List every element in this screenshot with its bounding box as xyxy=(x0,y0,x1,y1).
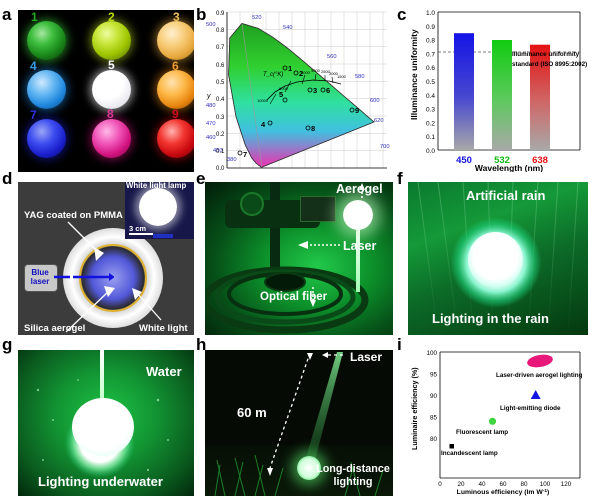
svg-text:0.7: 0.7 xyxy=(426,51,435,58)
svg-text:1500: 1500 xyxy=(337,74,347,79)
svg-text:0.5: 0.5 xyxy=(216,80,225,86)
svg-text:600: 600 xyxy=(370,98,380,104)
svg-text:0.0: 0.0 xyxy=(426,148,435,155)
svg-text:540: 540 xyxy=(283,25,293,31)
svg-text:95: 95 xyxy=(430,372,438,379)
svg-text:0: 0 xyxy=(438,481,442,488)
svg-text:3: 3 xyxy=(313,86,317,95)
svg-text:5: 5 xyxy=(279,90,283,99)
svg-text:6: 6 xyxy=(326,86,330,95)
svg-text:Illuminance uniformity: Illuminance uniformity xyxy=(409,29,419,120)
svg-text:700: 700 xyxy=(380,144,390,150)
svg-text:460: 460 xyxy=(206,135,216,141)
svg-text:120: 120 xyxy=(561,481,572,488)
svg-text:60: 60 xyxy=(499,481,507,488)
svg-text:3000: 3000 xyxy=(311,68,321,73)
svg-text:T_c(°K): T_c(°K) xyxy=(263,72,283,78)
svg-text:0.4: 0.4 xyxy=(216,97,225,103)
svg-text:9: 9 xyxy=(355,106,359,115)
svg-text:Laser-driven aerogel lighting: Laser-driven aerogel lighting xyxy=(496,372,583,379)
svg-text:100: 100 xyxy=(426,350,437,357)
svg-text:0.2: 0.2 xyxy=(426,120,435,127)
svg-text:0.8: 0.8 xyxy=(426,38,435,45)
svg-text:0.7: 0.7 xyxy=(216,45,225,51)
svg-text:0.2: 0.2 xyxy=(216,132,225,138)
svg-text:0.9: 0.9 xyxy=(216,11,225,17)
svg-text:Wavelength (nm): Wavelength (nm) xyxy=(475,163,543,172)
svg-text:40: 40 xyxy=(478,481,486,488)
svg-text:520: 520 xyxy=(252,15,262,21)
svg-text:1.0: 1.0 xyxy=(426,10,435,17)
svg-text:450: 450 xyxy=(456,155,472,166)
svg-text:20: 20 xyxy=(457,481,465,488)
svg-text:90: 90 xyxy=(430,393,438,400)
svg-text:7: 7 xyxy=(243,150,247,159)
svg-text:100: 100 xyxy=(540,481,551,488)
svg-text:Light-emitting diode: Light-emitting diode xyxy=(500,405,561,412)
svg-text:80: 80 xyxy=(520,481,528,488)
svg-text:580: 580 xyxy=(355,74,365,80)
svg-text:Fluorescent lamp: Fluorescent lamp xyxy=(456,429,508,436)
svg-text:0.8: 0.8 xyxy=(216,28,225,34)
svg-text:y: y xyxy=(206,93,211,100)
svg-text:Incandescent lamp: Incandescent lamp xyxy=(441,450,498,457)
svg-text:0.5: 0.5 xyxy=(426,79,435,86)
svg-text:85: 85 xyxy=(430,415,438,422)
svg-text:500: 500 xyxy=(206,22,216,28)
svg-text:0.3: 0.3 xyxy=(426,107,435,114)
svg-text:620: 620 xyxy=(374,118,384,124)
svg-text:Luminaire efficiency (%): Luminaire efficiency (%) xyxy=(410,367,419,450)
svg-text:0.9: 0.9 xyxy=(426,24,435,31)
svg-text:480: 480 xyxy=(206,103,216,109)
svg-text:8: 8 xyxy=(311,124,315,133)
svg-text:0.6: 0.6 xyxy=(426,65,435,72)
svg-text:0.4: 0.4 xyxy=(426,93,435,100)
svg-text:0.1: 0.1 xyxy=(426,134,435,141)
svg-text:560: 560 xyxy=(327,54,337,60)
svg-text:1: 1 xyxy=(288,64,292,73)
svg-text:2: 2 xyxy=(299,69,303,78)
svg-text:10000: 10000 xyxy=(257,98,269,103)
svg-text:0.6: 0.6 xyxy=(216,63,225,69)
svg-text:380: 380 xyxy=(227,157,237,163)
svg-text:80: 80 xyxy=(430,436,438,443)
svg-text:0.1: 0.1 xyxy=(216,149,225,155)
svg-text:Luminous efficiency (lm W-1): Luminous efficiency (lm W-1) xyxy=(457,488,550,496)
svg-text:standard (ISO 8995:2002): standard (ISO 8995:2002) xyxy=(512,61,587,68)
svg-text:470: 470 xyxy=(206,121,216,127)
svg-text:Illuminance uniformity: Illuminance uniformity xyxy=(512,51,580,58)
svg-text:0.3: 0.3 xyxy=(216,115,225,121)
